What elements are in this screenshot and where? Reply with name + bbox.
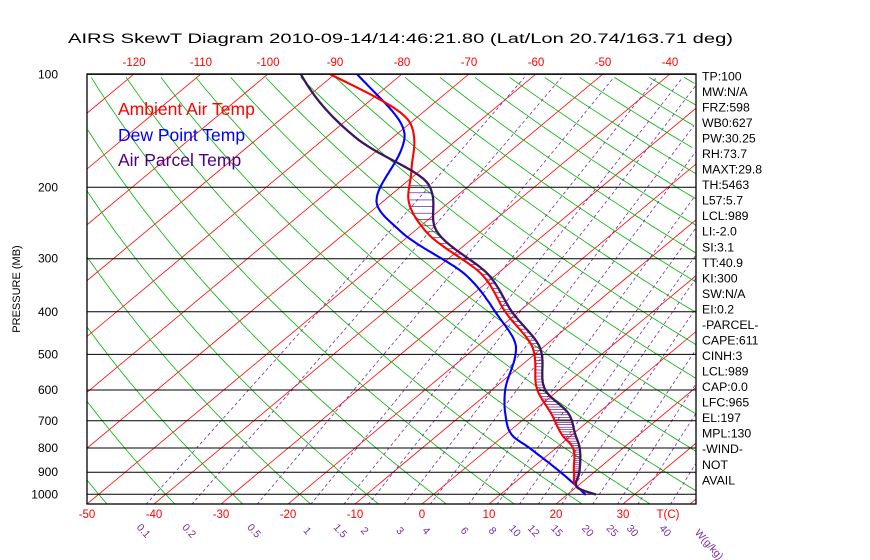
svg-text:-10: -10 (347, 509, 364, 521)
svg-text:-40: -40 (146, 509, 163, 521)
svg-text:-50: -50 (595, 57, 612, 69)
svg-text:Dew Point Temp: Dew Point Temp (118, 125, 245, 145)
svg-text:Air Parcel Temp: Air Parcel Temp (118, 150, 241, 170)
svg-text:LCL:989: LCL:989 (702, 209, 749, 223)
svg-text:800: 800 (38, 441, 58, 455)
svg-text:AIRS SkewT Diagram 2010-09-14/: AIRS SkewT Diagram 2010-09-14/14:46:21.8… (68, 31, 733, 46)
svg-text:NOT: NOT (702, 458, 728, 472)
svg-text:LCL:989: LCL:989 (702, 365, 749, 379)
svg-text:30: 30 (617, 509, 630, 521)
svg-text:-30: -30 (213, 509, 230, 521)
svg-text:PRESSURE (MB): PRESSURE (MB) (11, 245, 23, 332)
svg-text:700: 700 (38, 414, 58, 428)
svg-text:PW:30.25: PW:30.25 (702, 132, 756, 146)
svg-text:TP:100: TP:100 (702, 69, 742, 83)
svg-text:-100: -100 (256, 57, 279, 69)
svg-text:900: 900 (38, 465, 58, 479)
svg-text:T(C): T(C) (657, 509, 680, 521)
svg-text:-120: -120 (122, 57, 145, 69)
svg-text:400: 400 (38, 305, 58, 319)
svg-text:SI:3.1: SI:3.1 (702, 240, 734, 254)
svg-text:LFC:965: LFC:965 (702, 396, 749, 410)
svg-text:EI:0.2: EI:0.2 (702, 302, 734, 316)
svg-text:-90: -90 (327, 57, 344, 69)
svg-text:-WIND-: -WIND- (702, 442, 743, 456)
svg-text:300: 300 (38, 252, 58, 266)
svg-text:L57:5.7: L57:5.7 (702, 194, 743, 208)
svg-text:-40: -40 (662, 57, 679, 69)
svg-text:-70: -70 (461, 57, 478, 69)
svg-text:FRZ:598: FRZ:598 (702, 101, 750, 115)
svg-text:200: 200 (38, 180, 58, 194)
svg-text:-110: -110 (190, 57, 212, 69)
svg-text:MPL:130: MPL:130 (702, 427, 751, 441)
svg-text:-80: -80 (394, 57, 411, 69)
svg-text:10: 10 (483, 509, 496, 521)
svg-text:Ambient Air Temp: Ambient Air Temp (118, 99, 255, 119)
svg-text:LI:-2.0: LI:-2.0 (702, 225, 737, 239)
svg-text:TT:40.9: TT:40.9 (702, 256, 743, 270)
svg-text:EL:197: EL:197 (702, 411, 741, 425)
svg-text:-60: -60 (528, 57, 545, 69)
svg-text:KI:300: KI:300 (702, 271, 738, 285)
svg-text:20: 20 (550, 509, 563, 521)
svg-text:WB0:627: WB0:627 (702, 116, 753, 130)
svg-text:CINH:3: CINH:3 (702, 349, 742, 363)
svg-text:CAP:0.0: CAP:0.0 (702, 380, 748, 394)
svg-text:TH:5463: TH:5463 (702, 178, 749, 192)
svg-text:-PARCEL-: -PARCEL- (702, 318, 758, 332)
svg-text:0: 0 (419, 509, 425, 521)
svg-text:RH:73.7: RH:73.7 (702, 147, 747, 161)
svg-text:1000: 1000 (31, 487, 58, 501)
svg-text:CAPE:611: CAPE:611 (702, 334, 759, 348)
svg-text:-20: -20 (280, 509, 297, 521)
svg-text:MAXT:29.8: MAXT:29.8 (702, 163, 762, 177)
svg-text:AVAIL: AVAIL (702, 473, 735, 487)
svg-text:100: 100 (38, 67, 58, 81)
svg-text:SW:N/A: SW:N/A (702, 287, 746, 301)
svg-text:-50: -50 (79, 509, 96, 521)
svg-text:600: 600 (38, 383, 58, 397)
svg-text:MW:N/A: MW:N/A (702, 85, 748, 99)
svg-text:500: 500 (38, 347, 58, 361)
